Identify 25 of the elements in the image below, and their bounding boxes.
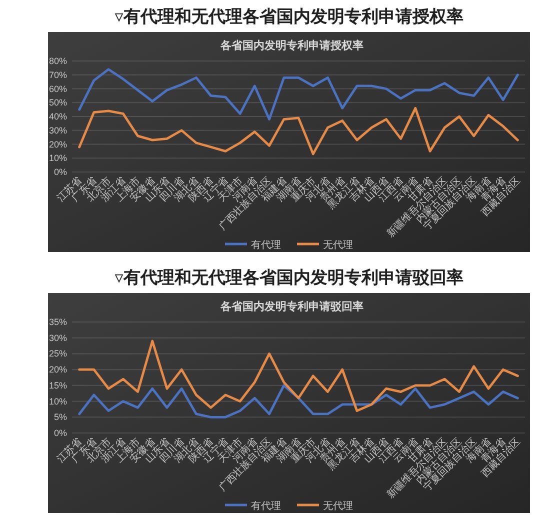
y-tick-label: 10% (48, 153, 67, 164)
y-tick-label: 70% (48, 70, 67, 80)
y-tick-label: 50% (48, 98, 67, 108)
y-tick-label: 40% (48, 112, 67, 122)
y-tick-label: 25% (48, 348, 67, 359)
y-tick-label: 15% (48, 380, 67, 390)
y-tick-label: 30% (48, 125, 67, 136)
y-tick-label: 35% (48, 317, 67, 327)
y-tick-label: 10% (48, 396, 67, 406)
y-tick-label: 20% (48, 364, 67, 375)
y-tick-label: 5% (54, 412, 67, 422)
legend-label: 无代理 (323, 240, 353, 251)
legend-label: 无代理 (323, 501, 353, 512)
chart-subtitle: 各省国内发明专利申请驳回率 (220, 300, 364, 313)
chart-title: ▿有代理和无代理各省国内发明专利申请授权率 (114, 7, 464, 26)
y-tick-label: 80% (48, 56, 67, 66)
y-tick-label: 0% (54, 167, 67, 177)
y-tick-label: 30% (48, 332, 67, 343)
chart-title: ▿有代理和无代理各省国内发明专利申请驳回率 (114, 268, 464, 287)
legend-label: 有代理 (251, 500, 281, 512)
y-tick-label: 0% (54, 428, 67, 438)
chart-subtitle: 各省国内发明专利申请授权率 (220, 39, 364, 52)
y-tick-label: 60% (48, 84, 67, 94)
y-tick-label: 20% (48, 139, 67, 150)
legend-label: 有代理 (251, 239, 281, 251)
